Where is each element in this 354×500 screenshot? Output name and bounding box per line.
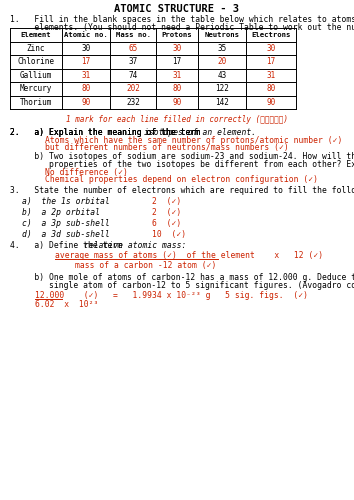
Text: 3.   State the number of electrons which are required to fill the following:: 3. State the number of electrons which a… bbox=[10, 186, 354, 195]
Text: 2  (✓): 2 (✓) bbox=[152, 208, 181, 217]
Text: ATOMIC STRUCTURE - 3: ATOMIC STRUCTURE - 3 bbox=[114, 4, 240, 14]
Text: mass of a carbon -12 atom (✓): mass of a carbon -12 atom (✓) bbox=[75, 261, 216, 270]
Text: but different numbers of neutrons/mass numbers (✓): but different numbers of neutrons/mass n… bbox=[45, 143, 289, 152]
Text: Atomic no.: Atomic no. bbox=[64, 32, 108, 38]
Text: a)  the 1s orbital: a) the 1s orbital bbox=[22, 197, 110, 206]
Text: 2.   a) Explain the meaning of the term: 2. a) Explain the meaning of the term bbox=[10, 128, 205, 137]
Text: Element: Element bbox=[21, 32, 51, 38]
Text: 2  (✓): 2 (✓) bbox=[152, 197, 181, 206]
Text: Zinc: Zinc bbox=[27, 44, 45, 52]
Text: Atoms which have the same number of protons/atomic number (✓): Atoms which have the same number of prot… bbox=[45, 136, 342, 145]
Text: 65: 65 bbox=[129, 44, 138, 52]
Text: 31: 31 bbox=[172, 70, 182, 80]
Text: average mass of atoms (✓)  of the element    x   12 (✓): average mass of atoms (✓) of the element… bbox=[55, 251, 323, 260]
Text: single atom of carbon-12 to 5 significant figures. (Avogadro constant = 6.02 x 1: single atom of carbon-12 to 5 significan… bbox=[10, 281, 354, 290]
Text: 2.   a) Explain the meaning of the term: 2. a) Explain the meaning of the term bbox=[10, 128, 205, 137]
Text: Neutrons: Neutrons bbox=[205, 32, 240, 38]
Text: b) Two isotopes of sodium are sodium-23 and sodium-24. How will the chemical: b) Two isotopes of sodium are sodium-23 … bbox=[10, 152, 354, 161]
Text: 4.   a) Define the term: 4. a) Define the term bbox=[10, 241, 127, 250]
Text: Gallium: Gallium bbox=[20, 70, 52, 80]
Text: Chemical properties depend on electron configuration (✓): Chemical properties depend on electron c… bbox=[45, 175, 318, 184]
Text: Electrons: Electrons bbox=[251, 32, 291, 38]
Text: relative atomic mass:: relative atomic mass: bbox=[84, 241, 187, 250]
Text: 6  (✓): 6 (✓) bbox=[152, 219, 181, 228]
Text: 2.   a) Explain the meaning of the term: 2. a) Explain the meaning of the term bbox=[10, 128, 205, 137]
Text: 12.000    (✓)   =   1.9934 x 10⁻²³ g   5 sig. figs.  (✓): 12.000 (✓) = 1.9934 x 10⁻²³ g 5 sig. fig… bbox=[35, 291, 308, 300]
Text: 30: 30 bbox=[172, 44, 182, 52]
Text: 17: 17 bbox=[266, 57, 276, 66]
Text: Protons: Protons bbox=[162, 32, 192, 38]
Text: 90: 90 bbox=[172, 98, 182, 107]
Text: 30: 30 bbox=[266, 44, 276, 52]
Text: 80: 80 bbox=[172, 84, 182, 93]
Text: 37: 37 bbox=[129, 57, 138, 66]
Text: Mercury: Mercury bbox=[20, 84, 52, 93]
Text: Thorium: Thorium bbox=[20, 98, 52, 107]
Text: 30: 30 bbox=[81, 44, 91, 52]
Text: 10  (✓): 10 (✓) bbox=[152, 230, 186, 239]
Text: b) One mole of atoms of carbon-12 has a mass of 12.000 g. Deduce the mass of a: b) One mole of atoms of carbon-12 has a … bbox=[10, 273, 354, 282]
Text: isotopes of an element.: isotopes of an element. bbox=[144, 128, 256, 137]
Text: 90: 90 bbox=[266, 98, 276, 107]
Text: 142: 142 bbox=[215, 98, 229, 107]
Text: b)  a 2p orbital: b) a 2p orbital bbox=[22, 208, 100, 217]
Text: 20: 20 bbox=[217, 57, 227, 66]
Text: Mass no.: Mass no. bbox=[115, 32, 150, 38]
Text: d)  a 3d sub-shell: d) a 3d sub-shell bbox=[22, 230, 110, 239]
Text: 31: 31 bbox=[81, 70, 91, 80]
Text: Chlorine: Chlorine bbox=[17, 57, 55, 66]
Text: 74: 74 bbox=[129, 70, 138, 80]
Text: 17: 17 bbox=[172, 57, 182, 66]
Text: 6.02  x  10²³: 6.02 x 10²³ bbox=[35, 300, 98, 309]
Text: 35: 35 bbox=[217, 44, 227, 52]
Text: c)  a 3p sub-shell: c) a 3p sub-shell bbox=[22, 219, 110, 228]
Text: elements. (You should not need a Periodic Table to work out the numbers).: elements. (You should not need a Periodi… bbox=[10, 23, 354, 32]
Text: 31: 31 bbox=[266, 70, 276, 80]
Text: 232: 232 bbox=[126, 98, 140, 107]
Text: 80: 80 bbox=[266, 84, 276, 93]
Text: 90: 90 bbox=[81, 98, 91, 107]
Text: properties of the two isotopes be different from each other? Explain your answer: properties of the two isotopes be differ… bbox=[10, 160, 354, 169]
Text: 1 mark for each line filled in correctly (✓✓✓✓✓): 1 mark for each line filled in correctly… bbox=[66, 115, 288, 124]
Text: 43: 43 bbox=[217, 70, 227, 80]
Text: 202: 202 bbox=[126, 84, 140, 93]
Text: 122: 122 bbox=[215, 84, 229, 93]
Text: 80: 80 bbox=[81, 84, 91, 93]
Text: No difference (✓): No difference (✓) bbox=[45, 168, 128, 177]
Text: 17: 17 bbox=[81, 57, 91, 66]
Text: 1.   Fill in the blank spaces in the table below which relates to atoms of diffe: 1. Fill in the blank spaces in the table… bbox=[10, 15, 354, 24]
